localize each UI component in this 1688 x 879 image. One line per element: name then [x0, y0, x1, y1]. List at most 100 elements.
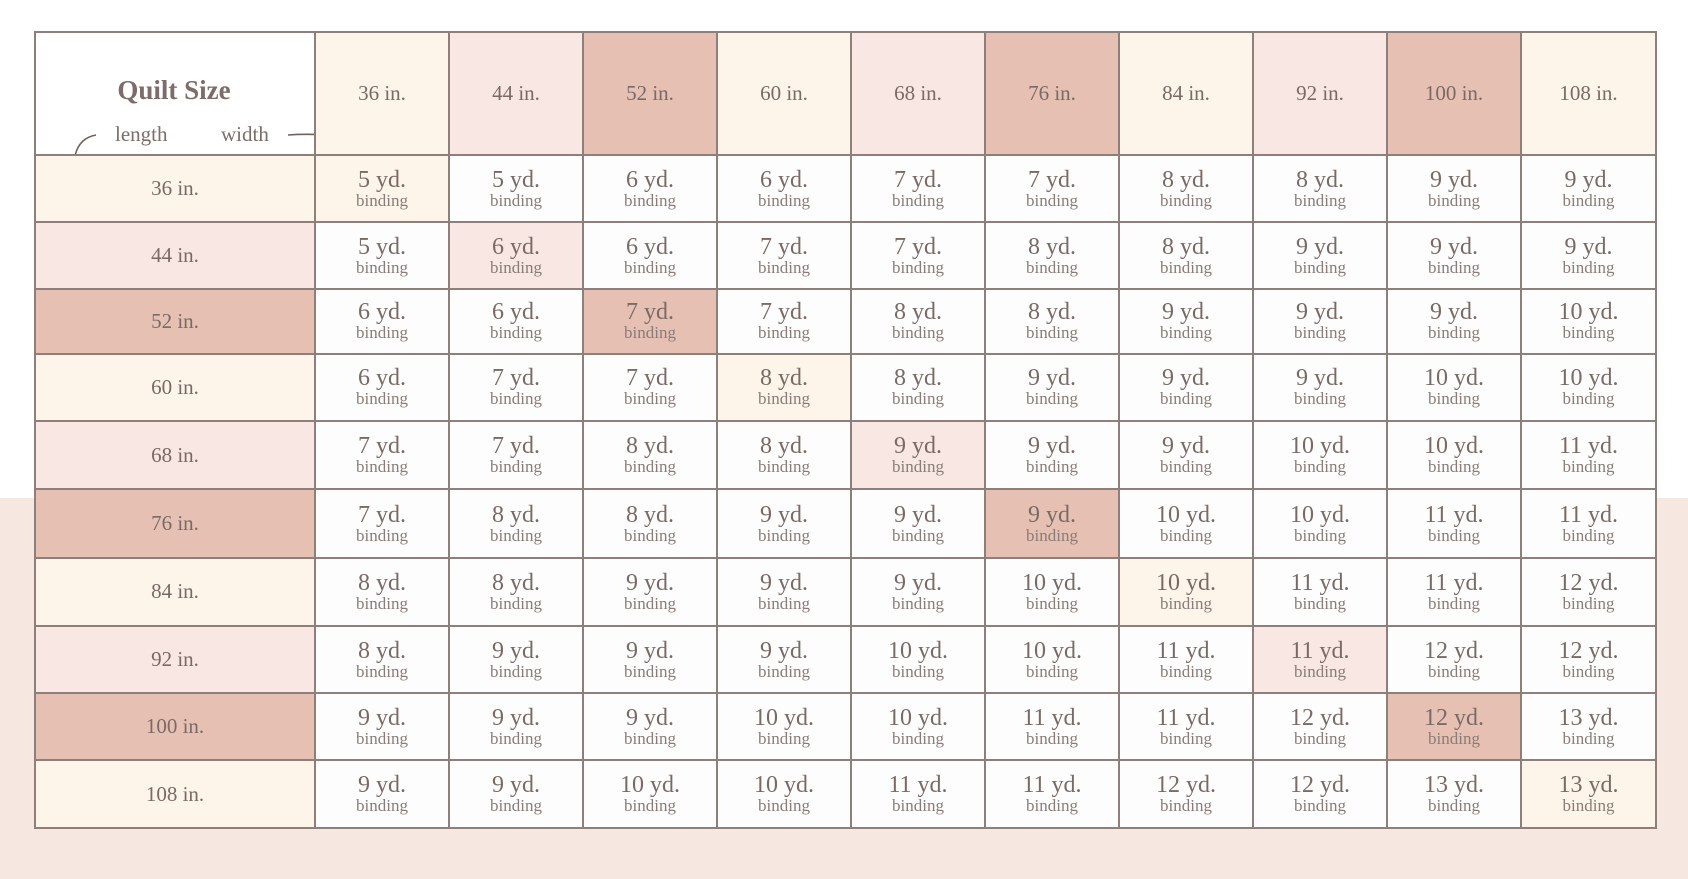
binding-cell: 9 yd. binding	[1118, 287, 1254, 355]
binding-yardage: 9 yd.	[492, 637, 540, 664]
binding-label: binding	[1294, 257, 1346, 277]
binding-yardage: 9 yd.	[358, 704, 406, 731]
binding-yardage: 8 yd.	[358, 637, 406, 664]
binding-cell: 8 yd. binding	[1118, 154, 1254, 224]
binding-label: binding	[1428, 190, 1480, 210]
binding-cell: 8 yd. binding	[850, 287, 986, 355]
binding-label: binding	[1160, 323, 1212, 343]
binding-yardage: 11 yd.	[1424, 501, 1484, 528]
binding-cell: 10 yd. binding	[582, 759, 718, 829]
binding-cell: 9 yd. binding	[716, 488, 852, 559]
binding-label: binding	[892, 728, 944, 748]
table-row: 60 in. 6 yd. binding 7 yd. binding 7 yd. bindi…	[34, 352, 1657, 423]
binding-cell: 9 yd. binding	[1520, 221, 1657, 290]
column-header: 108 in.	[1520, 30, 1657, 157]
binding-yardage: 7 yd.	[492, 365, 540, 392]
binding-label: binding	[356, 323, 408, 343]
binding-cell: 10 yd. binding	[850, 624, 986, 695]
binding-label: binding	[356, 457, 408, 477]
binding-yardage: 9 yd.	[1430, 233, 1478, 260]
binding-label: binding	[892, 661, 944, 681]
binding-yardage: 8 yd.	[894, 299, 942, 326]
binding-yardage: 10 yd.	[1156, 569, 1216, 596]
binding-label: binding	[624, 190, 676, 210]
binding-label: binding	[1428, 323, 1480, 343]
binding-cell: 11 yd. binding	[1252, 556, 1388, 627]
quilt-size-title: Quilt Size	[117, 75, 231, 105]
binding-yardage: 10 yd.	[1022, 569, 1082, 596]
binding-yardage: 11 yd.	[1290, 637, 1350, 664]
binding-cell: 9 yd. binding	[448, 759, 584, 829]
binding-yardage: 8 yd.	[1296, 166, 1344, 193]
binding-cell: 11 yd. binding	[1118, 692, 1254, 762]
binding-label: binding	[1026, 389, 1078, 409]
binding-cell: 10 yd. binding	[1252, 488, 1388, 559]
binding-yardage: 11 yd.	[888, 772, 948, 799]
binding-yardage: 9 yd.	[894, 501, 942, 528]
binding-yardage: 9 yd.	[1296, 299, 1344, 326]
binding-cell: 8 yd. binding	[314, 556, 450, 627]
binding-yardage: 9 yd.	[358, 772, 406, 799]
binding-cell: 9 yd. binding	[1520, 154, 1657, 224]
binding-cell: 10 yd. binding	[984, 624, 1120, 695]
binding-cell: 9 yd. binding	[582, 692, 718, 762]
binding-label: binding	[1160, 389, 1212, 409]
binding-cell: 10 yd. binding	[1520, 352, 1657, 423]
binding-yardage: 6 yd.	[760, 166, 808, 193]
binding-label: binding	[356, 525, 408, 545]
binding-cell: 10 yd. binding	[850, 692, 986, 762]
binding-yardage: 11 yd.	[1558, 501, 1619, 528]
binding-yardage: 11 yd.	[1290, 569, 1350, 596]
binding-yardage: 9 yd.	[1028, 433, 1076, 460]
row-header: 76 in.	[34, 488, 316, 559]
binding-cell: 6 yd. binding	[448, 287, 584, 355]
table-row: 52 in. 6 yd. binding 6 yd. binding 7 yd. bindi…	[34, 287, 1657, 355]
binding-cell: 12 yd. binding	[1386, 692, 1522, 762]
binding-cell: 11 yd. binding	[1520, 488, 1657, 559]
binding-label: binding	[1428, 257, 1480, 277]
binding-cell: 5 yd. binding	[448, 154, 584, 224]
binding-chart-table: Quilt Size length width 36 in. 44 in. 52 i…	[34, 30, 1657, 829]
binding-label: binding	[1562, 190, 1615, 210]
binding-cell: 12 yd. binding	[1252, 759, 1388, 829]
binding-label: binding	[1026, 728, 1078, 748]
binding-cell: 6 yd. binding	[716, 154, 852, 224]
binding-cell: 9 yd. binding	[716, 624, 852, 695]
binding-yardage: 8 yd.	[492, 569, 540, 596]
binding-yardage: 8 yd.	[1028, 233, 1076, 260]
row-header: 52 in.	[34, 287, 316, 355]
binding-yardage: 10 yd.	[1558, 299, 1619, 326]
binding-label: binding	[758, 457, 810, 477]
binding-cell: 6 yd. binding	[582, 154, 718, 224]
binding-label: binding	[1026, 257, 1078, 277]
binding-label: binding	[1026, 525, 1078, 545]
binding-yardage: 7 yd.	[492, 433, 540, 460]
binding-yardage: 11 yd.	[1558, 433, 1619, 460]
column-header: 76 in.	[984, 30, 1120, 157]
binding-cell: 12 yd. binding	[1520, 624, 1657, 695]
binding-label: binding	[356, 796, 408, 816]
binding-cell: 11 yd. binding	[984, 692, 1120, 762]
binding-cell: 9 yd. binding	[984, 420, 1120, 491]
binding-label: binding	[490, 323, 542, 343]
binding-yardage: 7 yd.	[894, 166, 942, 193]
binding-label: binding	[1562, 593, 1615, 613]
binding-yardage: 8 yd.	[626, 433, 674, 460]
binding-label: binding	[356, 661, 408, 681]
binding-cell: 9 yd. binding	[582, 556, 718, 627]
binding-yardage: 12 yd.	[1156, 772, 1216, 799]
binding-yardage: 9 yd.	[760, 501, 808, 528]
binding-cell: 9 yd. binding	[1118, 420, 1254, 491]
binding-yardage: 8 yd.	[760, 365, 808, 392]
binding-label: binding	[1562, 728, 1615, 748]
binding-label: binding	[1026, 661, 1078, 681]
binding-label: binding	[1428, 661, 1480, 681]
binding-label: binding	[892, 190, 944, 210]
binding-cell: 5 yd. binding	[314, 154, 450, 224]
binding-label: binding	[1294, 728, 1346, 748]
binding-label: binding	[1160, 593, 1212, 613]
binding-yardage: 9 yd.	[626, 704, 674, 731]
binding-yardage: 8 yd.	[760, 433, 808, 460]
binding-label: binding	[624, 389, 676, 409]
binding-label: binding	[1428, 525, 1480, 545]
